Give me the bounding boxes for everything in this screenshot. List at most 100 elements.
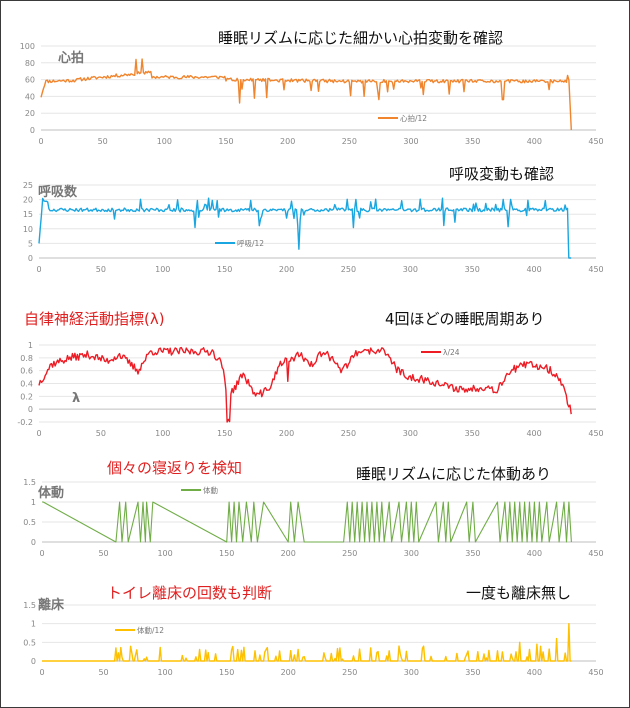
y-tick-label: 0.5 bbox=[23, 638, 36, 647]
y-tick-label: 0.8 bbox=[20, 354, 33, 363]
x-tick-label: 400 bbox=[527, 668, 542, 677]
x-tick-label: 300 bbox=[403, 137, 418, 146]
x-tick-label: 0 bbox=[39, 668, 44, 677]
y-tick-label: 1 bbox=[28, 341, 33, 350]
x-tick-label: 250 bbox=[341, 429, 356, 438]
x-tick-label: 50 bbox=[96, 265, 106, 274]
y-tick-label: 10 bbox=[23, 225, 33, 234]
legend-label: 体動 bbox=[203, 485, 218, 495]
y-tick-label: 0.2 bbox=[20, 392, 33, 401]
resp-annotation: 呼吸変動も確認 bbox=[449, 165, 555, 183]
y-tick-label: 0 bbox=[28, 254, 33, 263]
y-tick-label: 0 bbox=[31, 538, 36, 547]
x-tick-label: 50 bbox=[96, 429, 106, 438]
x-tick-label: 0 bbox=[36, 265, 41, 274]
x-tick-label: 0 bbox=[39, 549, 44, 558]
x-tick-label: 450 bbox=[588, 668, 603, 677]
x-tick-label: 200 bbox=[279, 429, 294, 438]
x-tick-label: 100 bbox=[157, 137, 172, 146]
chart-0: 0 20 40 60 80 100 0 50 100 150 200 250 300 350 400 450 心… bbox=[20, 42, 604, 146]
x-tick-label: 150 bbox=[217, 429, 232, 438]
x-tick-label: 350 bbox=[465, 549, 480, 558]
series-line bbox=[38, 346, 572, 423]
x-tick-label: 150 bbox=[218, 137, 233, 146]
y-tick-label: 0.6 bbox=[20, 367, 33, 376]
series-line bbox=[42, 623, 572, 662]
chart-3: 0 0.5 1 1.5 0 50 100 150 200 250 300 350 400 450 体動 体動 bbox=[23, 478, 603, 558]
y-tick-label: 15 bbox=[23, 210, 33, 219]
move-heading: 個々の寝返りを検知 bbox=[107, 459, 243, 477]
lambda-heading: 自律神経活動指標(λ) bbox=[24, 310, 165, 328]
y-tick-label: 20 bbox=[25, 109, 35, 118]
y-tick-label: 40 bbox=[25, 92, 35, 101]
y-tick-label: 0 bbox=[28, 405, 33, 414]
chart-4: 0 0.5 1 1.5 0 50 100 150 200 250 300 350 400 450 離床体動/… bbox=[23, 597, 603, 677]
x-tick-label: 100 bbox=[157, 549, 172, 558]
chart-title: λ bbox=[72, 391, 80, 406]
bed-heading: トイレ離床の回数も判断 bbox=[107, 584, 273, 602]
x-tick-label: 350 bbox=[465, 429, 480, 438]
move-annotation: 睡眠リズムに応じた体動あり bbox=[356, 465, 552, 483]
x-tick-label: 350 bbox=[465, 137, 480, 146]
y-tick-label: 20 bbox=[23, 196, 33, 205]
x-tick-label: 0 bbox=[36, 429, 41, 438]
series-line bbox=[40, 58, 572, 131]
y-tick-label: 0.5 bbox=[23, 518, 36, 527]
x-tick-label: 450 bbox=[588, 137, 603, 146]
bed-annotation: 一度も離床無し bbox=[466, 584, 572, 602]
x-tick-label: 250 bbox=[341, 265, 356, 274]
x-tick-label: 150 bbox=[217, 265, 232, 274]
hr-annotation: 睡眠リズムに応じた細かい心拍変動を確認 bbox=[218, 29, 504, 47]
chart-2: -0.200.20.40.60.810 50 100 150 200 250 300 350 4… bbox=[17, 341, 603, 438]
x-tick-label: 100 bbox=[157, 668, 172, 677]
x-tick-label: 250 bbox=[342, 549, 357, 558]
legend-label: 呼吸/12 bbox=[237, 238, 264, 248]
x-tick-label: 400 bbox=[526, 429, 541, 438]
x-tick-label: 200 bbox=[281, 549, 296, 558]
y-tick-label: 100 bbox=[20, 42, 35, 51]
y-tick-label: 0.4 bbox=[20, 380, 33, 389]
y-tick-label: 80 bbox=[25, 59, 35, 68]
legend-label: λ/24 bbox=[443, 348, 460, 357]
y-tick-label: 1 bbox=[31, 620, 36, 629]
legend-label: 心拍/12 bbox=[400, 113, 427, 123]
y-tick-label: 0 bbox=[31, 657, 36, 666]
x-tick-label: 0 bbox=[38, 137, 43, 146]
y-tick-label: 25 bbox=[23, 181, 33, 190]
x-tick-label: 450 bbox=[588, 549, 603, 558]
x-tick-label: 150 bbox=[219, 668, 234, 677]
series-line bbox=[38, 197, 572, 259]
x-tick-label: 50 bbox=[98, 549, 108, 558]
y-tick-label: -0.2 bbox=[17, 418, 33, 427]
x-tick-label: 150 bbox=[219, 549, 234, 558]
x-tick-label: 50 bbox=[98, 137, 108, 146]
x-tick-label: 300 bbox=[404, 549, 419, 558]
legend-label: 体動/12 bbox=[137, 625, 164, 635]
lambda-annotation: 4回ほどの睡眠周期あり bbox=[385, 310, 545, 328]
x-tick-label: 350 bbox=[465, 668, 480, 677]
x-tick-label: 450 bbox=[588, 429, 603, 438]
y-tick-label: 1 bbox=[31, 498, 36, 507]
x-tick-label: 200 bbox=[279, 265, 294, 274]
x-tick-label: 250 bbox=[342, 137, 357, 146]
x-tick-label: 400 bbox=[527, 549, 542, 558]
x-tick-label: 100 bbox=[155, 429, 170, 438]
x-tick-label: 100 bbox=[155, 265, 170, 274]
y-tick-label: 60 bbox=[25, 76, 35, 85]
x-tick-label: 200 bbox=[280, 137, 295, 146]
chart-title: 離床 bbox=[38, 597, 65, 613]
y-tick-label: 1.5 bbox=[23, 601, 36, 610]
x-tick-label: 50 bbox=[98, 668, 108, 677]
x-tick-label: 400 bbox=[526, 265, 541, 274]
series-line bbox=[42, 501, 572, 543]
x-tick-label: 300 bbox=[403, 429, 418, 438]
x-tick-label: 250 bbox=[342, 668, 357, 677]
y-tick-label: 1.5 bbox=[23, 478, 36, 487]
x-tick-label: 300 bbox=[404, 668, 419, 677]
x-tick-label: 450 bbox=[588, 265, 603, 274]
x-tick-label: 200 bbox=[281, 668, 296, 677]
x-tick-label: 300 bbox=[403, 265, 418, 274]
